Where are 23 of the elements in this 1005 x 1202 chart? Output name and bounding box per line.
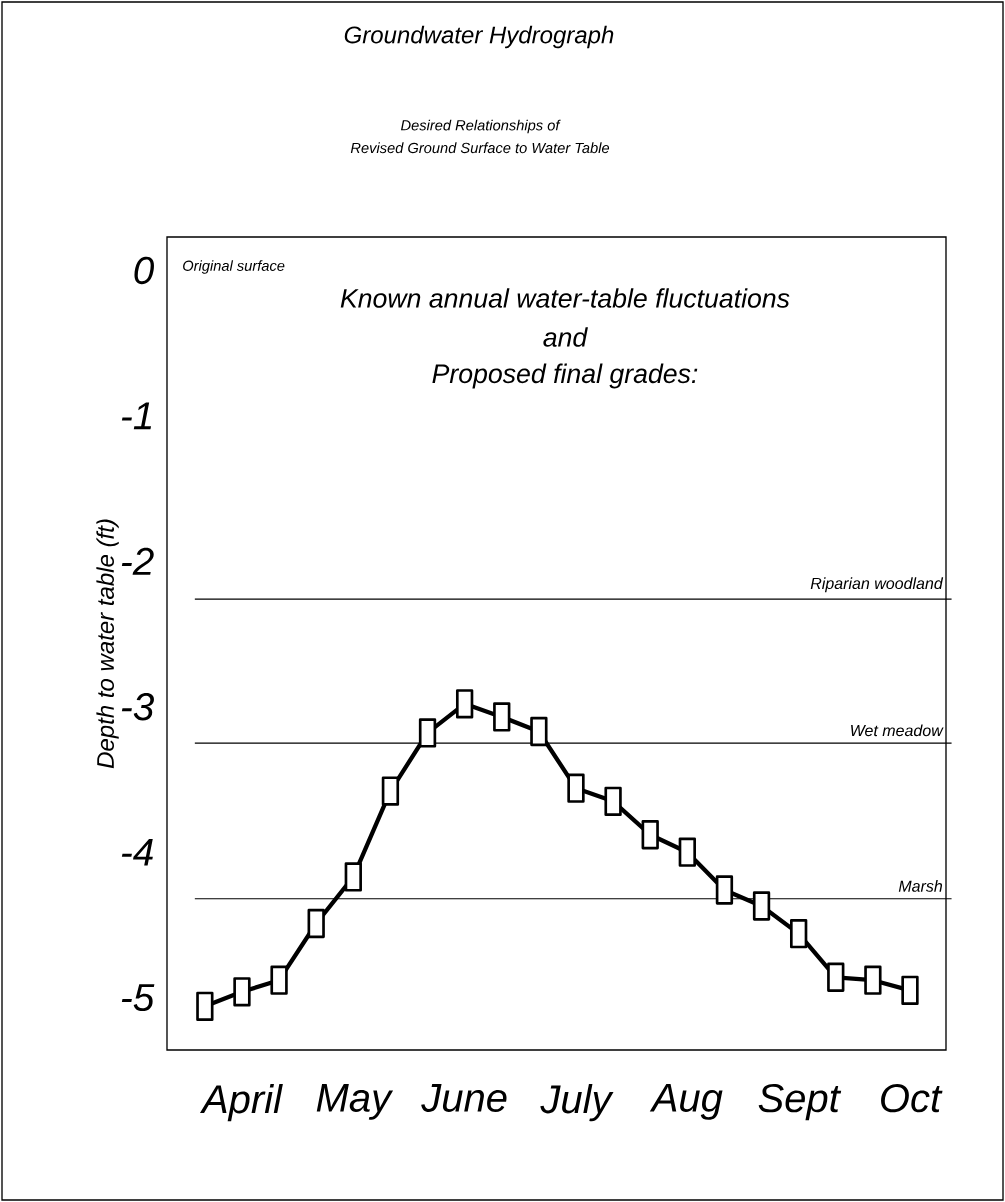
x-tick-label: Oct — [881, 1084, 943, 1113]
y-tick-label: -2 — [121, 547, 154, 575]
annotation: Known annual water-table fluctuations — [340, 288, 790, 308]
x-tick-label: May — [316, 1084, 394, 1120]
y-tick-label: -5 — [121, 984, 155, 1012]
chart-subtitle: Desired Relationships of Revised Ground Surface to Water Table — [350, 119, 610, 154]
chart-title: Groundwater Hydrograph — [344, 25, 614, 49]
x-tick-label: Aug — [649, 1084, 723, 1120]
x-tick-label: Sept — [758, 1084, 842, 1121]
y-tick-label: -4 — [121, 838, 153, 866]
ref-line-label: Riparian woodland — [810, 577, 944, 593]
y-axis-title: Depth to water table (ft) — [96, 519, 119, 769]
y-tick-label: 0 — [134, 256, 154, 285]
ref-line-label: Marsh — [898, 880, 943, 892]
y-tick-label: -1 — [121, 402, 152, 430]
x-tick-label: July — [540, 1084, 614, 1122]
annotation: and — [543, 327, 588, 347]
y-tick-label: -3 — [121, 693, 154, 721]
x-tick-label: June — [421, 1084, 507, 1112]
annotation: Original surface — [183, 260, 285, 274]
annotation: Proposed final grades: — [432, 363, 698, 389]
x-tick-label: April — [199, 1084, 283, 1122]
ref-line-label: Wet meadow — [851, 724, 944, 737]
